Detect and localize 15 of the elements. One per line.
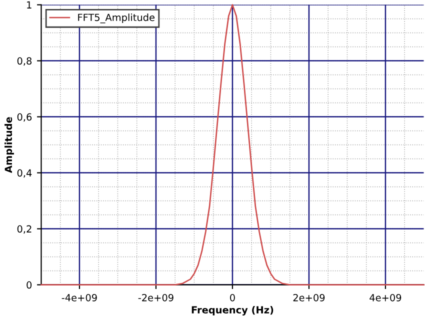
y-tick-label: 0 <box>26 281 32 289</box>
y-tick-label: 0,2 <box>17 225 32 234</box>
line-series <box>40 4 424 286</box>
y-tick-label: 1 <box>27 1 32 8</box>
y-tick-label: 0,6 <box>17 113 32 122</box>
x-tick-label: -2e+09 <box>138 294 174 302</box>
y-tick-label: 0,8 <box>17 57 32 66</box>
y-tick-label: 0,4 <box>17 169 32 178</box>
x-axis-title: Frequency (Hz) <box>192 306 274 316</box>
x-tick-label: -4e+09 <box>62 294 97 302</box>
legend-label: FFT5_Amplitude <box>78 14 154 24</box>
x-tick-label: 0 <box>230 294 235 302</box>
x-tick-label: 4e+09 <box>370 294 402 302</box>
x-tick-label: 2e+09 <box>293 294 325 302</box>
y-axis-title: Amplitude <box>4 117 14 173</box>
